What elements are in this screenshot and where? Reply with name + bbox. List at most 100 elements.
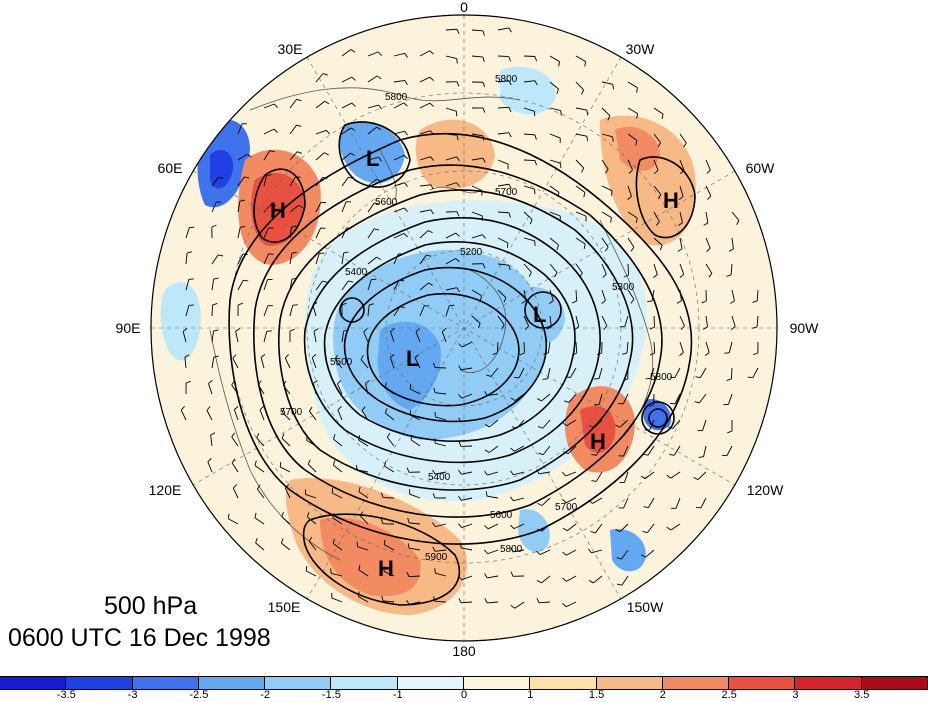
wind-barb-flag [658,194,662,200]
wind-barb [211,201,217,213]
wind-barb-flag [386,432,391,438]
wind-barb-flag [289,328,295,332]
wind-barb [341,49,352,57]
wind-barb [514,601,525,609]
wind-barb-flag [480,295,482,301]
wind-barb [565,471,577,477]
wind-barb [624,471,629,483]
wind-barb-flag [188,304,194,306]
wind-barb-flag [484,525,489,530]
wind-barb-flag [376,256,382,260]
wind-barb [232,358,239,369]
wind-barb-flag [363,328,368,333]
wind-barb [337,383,343,395]
wind-barb-flag [350,152,356,156]
wind-barb [575,81,584,91]
wind-barb [471,315,481,324]
wind-barb [233,409,239,421]
wind-barb-flag [296,98,302,102]
wind-barb [674,393,681,405]
wind-barb-flag [706,169,711,174]
wind-barb [419,282,429,291]
wind-barb-flag [403,102,408,107]
wind-barb [679,185,684,197]
wind-barb [419,184,431,187]
wind-barb-flag [326,129,330,135]
wind-barb-flag [213,329,219,332]
wind-barb [566,419,577,427]
wind-barb [255,542,265,551]
wind-barb [549,159,561,164]
wind-barb [289,305,294,317]
wind-barb-flag [616,583,623,586]
wind-barb [705,185,712,197]
contour-label-5700-c: 5700 [555,502,578,513]
wind-barb [523,159,536,161]
wind-barb [471,157,483,161]
wind-barb [595,471,603,482]
wind-barb [435,523,447,528]
wind-barb [489,419,499,428]
wind-barb [549,263,558,273]
wind-barb [542,445,551,455]
wind-barb-flag [536,580,542,584]
wind-barb-flag [661,114,664,120]
wind-barb-flag [612,84,615,90]
wind-barb [237,227,241,239]
wind-barb-flag [406,467,410,473]
wind-barb [679,341,684,353]
wind-barb-flag [508,107,512,113]
wind-barb-flag [635,140,638,146]
wind-barb [497,183,509,187]
wind-barb [260,357,265,369]
wind-barb [315,152,325,161]
wind-barb [211,254,219,265]
lon-label-120w: 120W [746,482,784,498]
wind-barb [651,289,655,301]
wind-barb [705,315,708,327]
wind-barb-flag [707,195,712,200]
wind-barb-flag [666,474,672,479]
wind-barb [211,176,219,187]
wind-barb-flag [586,110,589,116]
wind-barb [601,185,613,192]
wind-barb [705,263,713,274]
wind-barb [461,575,473,581]
wind-barb [513,523,525,530]
wind-barb [697,471,707,480]
wind-barb-flag [218,254,224,257]
wind-barb-flag [510,470,514,476]
colorbar-swatch [397,677,464,689]
wind-barb-flag [383,539,386,545]
wind-barb [383,600,395,603]
wind-barb-flag [260,354,266,358]
wind-barb-flag [210,432,216,436]
wind-barb [367,305,370,317]
wind-barb [331,572,343,577]
wind-barb [514,445,525,452]
wind-barb-flag [281,538,284,544]
wind-barb [312,305,317,317]
wind-barb [730,367,733,380]
wind-barb [461,497,473,501]
wind-barb-flag [266,330,272,332]
wind-barb [591,549,603,554]
wind-barb-flag [612,136,614,142]
wind-barb [549,315,552,327]
wind-barb-flag [591,453,597,456]
wind-barb-flag [485,491,488,497]
wind-barb-flag [374,228,380,231]
wind-barb-flag [679,352,684,356]
colorbar-tick-label: 1 [527,689,534,701]
wind-barb [367,178,377,187]
wind-barb-flag [259,406,264,411]
wind-barb-flag [601,300,606,304]
contour-label-5700-b: 5700 [280,407,303,418]
wind-barb [565,601,577,608]
wind-barb [549,185,560,193]
wind-barb-flag [351,76,356,81]
wind-barb-flag [591,480,597,482]
wind-barb [705,341,710,353]
wind-barb-flag [560,110,562,116]
wind-barb [461,523,473,528]
